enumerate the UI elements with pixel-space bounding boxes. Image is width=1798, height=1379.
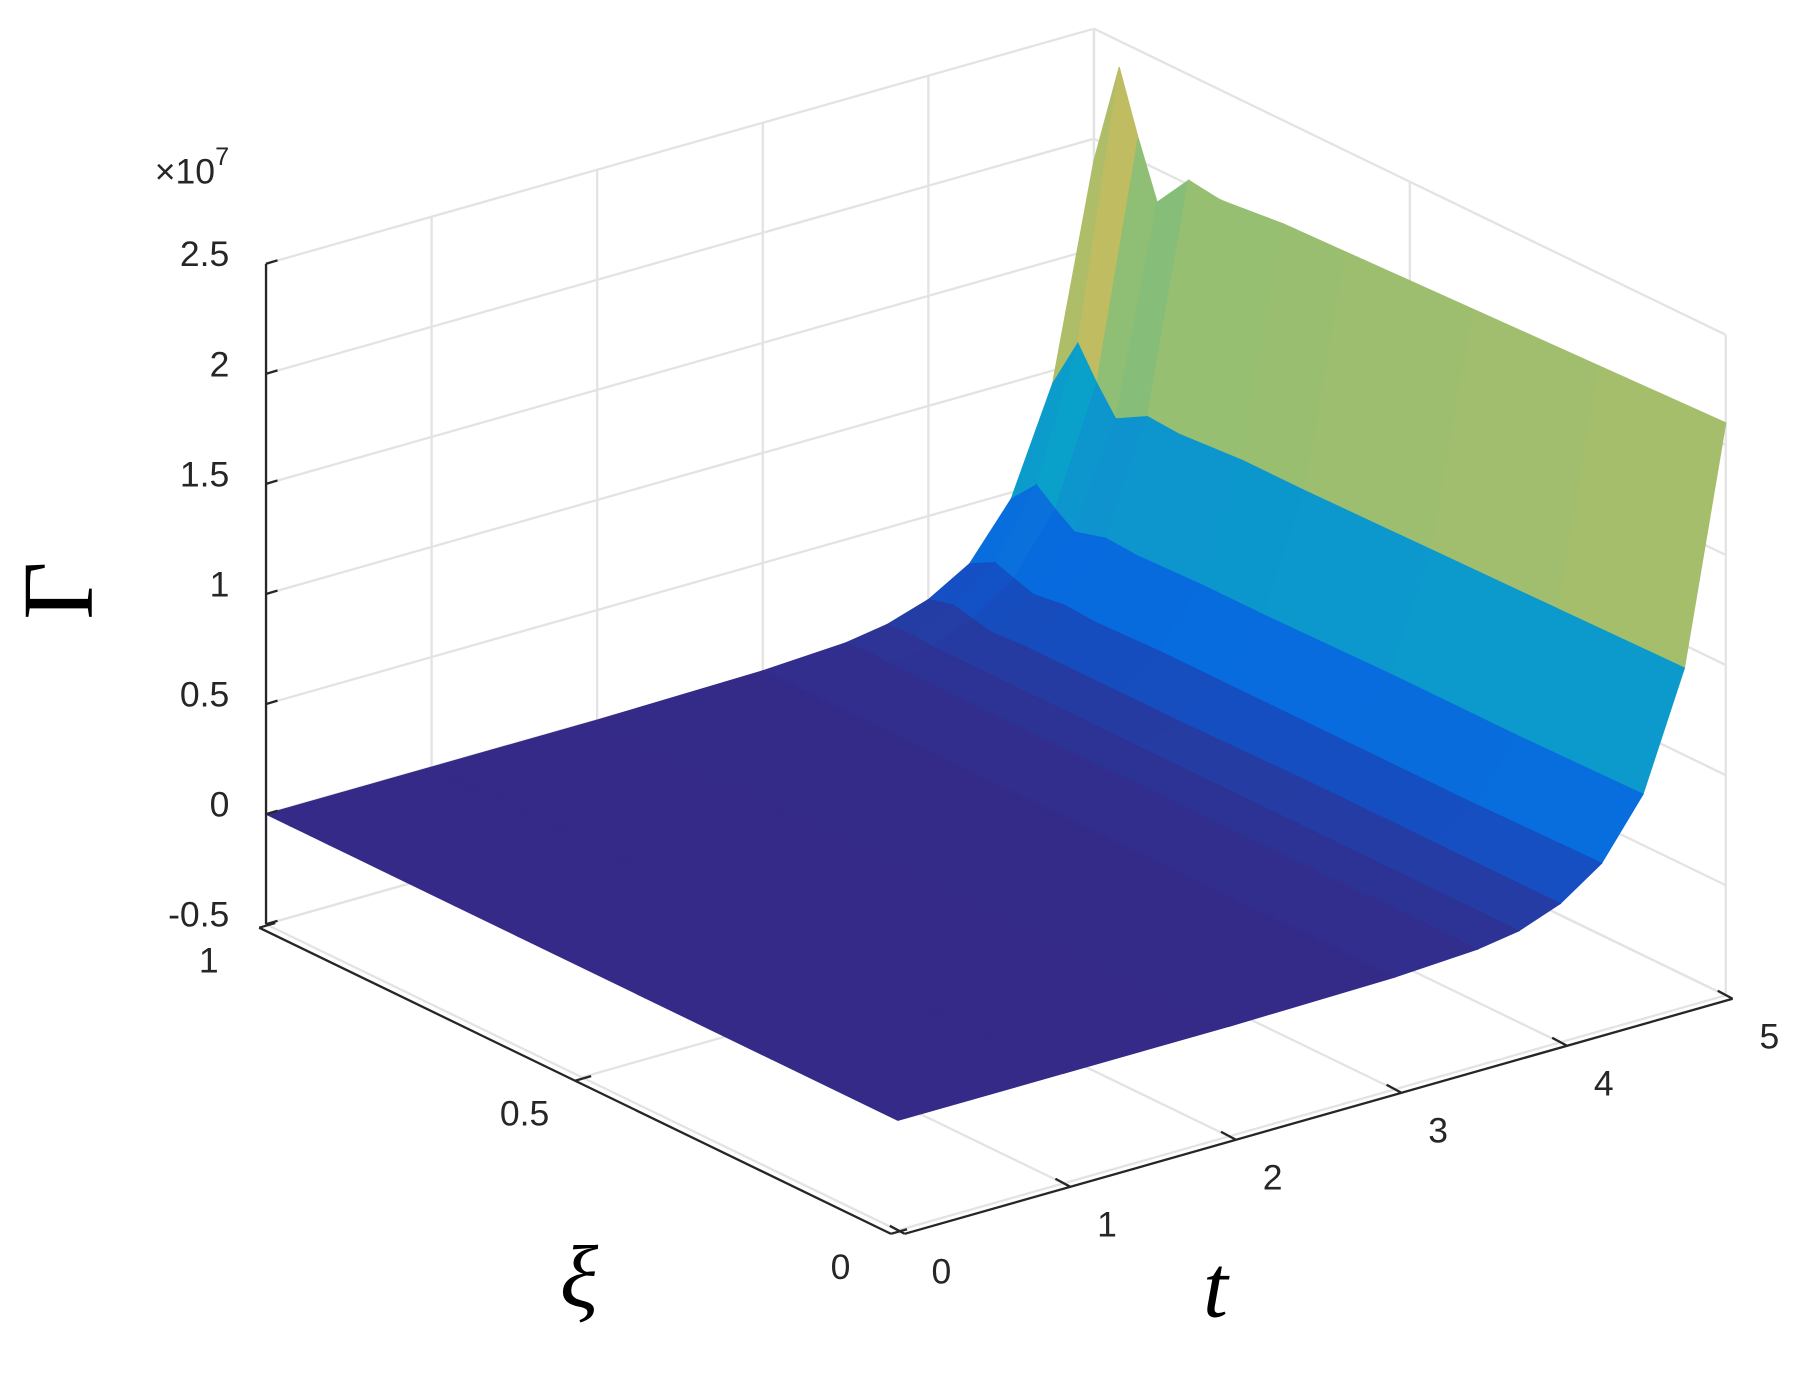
y-axis-label: ξ [560, 1228, 599, 1327]
x-tick [1551, 1036, 1568, 1047]
grid-line [265, 247, 1095, 486]
grid-line [265, 467, 1095, 706]
y-axis [258, 926, 892, 1235]
surface-patch [769, 1011, 1066, 1121]
z-tick [265, 919, 278, 926]
x-tick-label: 1 [1097, 1204, 1117, 1244]
x-tick [1717, 989, 1734, 1000]
surface [264, 67, 1727, 1121]
grid-line [265, 923, 899, 1232]
z-tick-label: 1.5 [180, 454, 229, 494]
z-multiplier: ×107 [155, 143, 229, 192]
x-tick [1054, 1177, 1071, 1188]
y-tick [574, 1075, 592, 1082]
z-tick-label: 0 [210, 785, 230, 825]
y-tick-label: 0 [831, 1247, 851, 1287]
y-tick-label: 0.5 [500, 1094, 549, 1134]
z-tick [265, 369, 278, 375]
z-multiplier-base: ×10 [155, 152, 215, 192]
grid-line [265, 357, 1095, 596]
x-tick-label: 5 [1759, 1016, 1779, 1056]
x-tick-label: 3 [1428, 1110, 1448, 1150]
grid-line [265, 137, 1095, 375]
grid-line [1093, 27, 1727, 336]
grid-line [265, 27, 1095, 265]
z-tick-label: 2 [210, 344, 230, 384]
z-tick [265, 809, 278, 816]
y-tick-label: 1 [199, 941, 219, 981]
axes: -0.5 0 0.5 1 1.5 2 2.5 0 1 2 3 4 5 0 0.5 1 [168, 234, 1779, 1291]
x-axis-label: t [1203, 1237, 1230, 1336]
x-tick-label: 4 [1594, 1063, 1614, 1103]
x-tick-label: 0 [932, 1251, 952, 1291]
z-multiplier-exponent: 7 [215, 143, 229, 171]
z-tick-label: -0.5 [168, 895, 229, 935]
x-tick [1386, 1083, 1403, 1094]
z-tick [265, 699, 278, 706]
grid-line [897, 994, 1727, 1232]
x-tick [889, 1224, 906, 1235]
z-tick-label: 1 [210, 564, 230, 604]
z-tick [265, 259, 278, 265]
x-tick-label: 2 [1263, 1157, 1283, 1197]
x-axis [904, 997, 1733, 1235]
y-tick [258, 921, 276, 929]
z-tick-label: 0.5 [180, 675, 229, 715]
y-tick [890, 1228, 908, 1235]
z-tick [265, 589, 278, 596]
z-tick [265, 479, 278, 485]
z-axis-label: Γ [2, 561, 114, 619]
x-tick [1220, 1130, 1237, 1141]
z-tick-label: 2.5 [180, 234, 229, 274]
